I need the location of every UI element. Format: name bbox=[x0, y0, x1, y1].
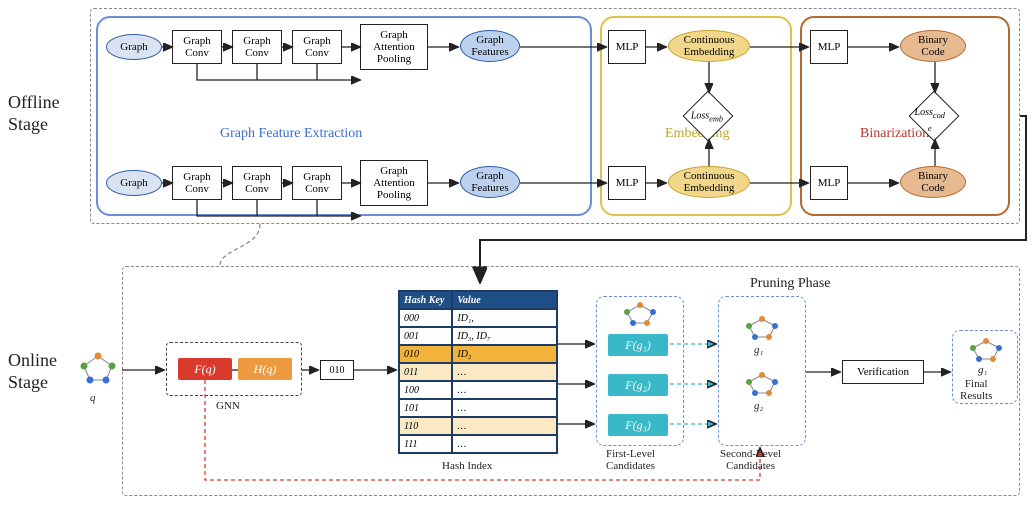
online-arrows-svg bbox=[0, 0, 1035, 509]
